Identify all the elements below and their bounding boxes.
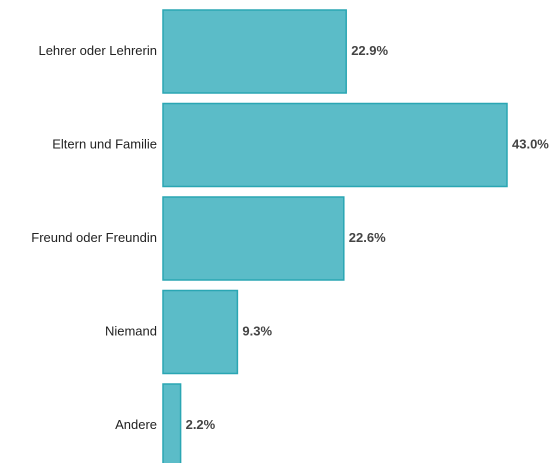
- bar: [162, 9, 347, 94]
- value-label: 22.6%: [349, 230, 386, 245]
- bar: [162, 383, 182, 463]
- category-label: Andere: [115, 417, 157, 432]
- category-label: Freund oder Freundin: [31, 230, 157, 245]
- value-label: 2.2%: [186, 417, 216, 432]
- bar: [162, 289, 239, 375]
- bar: [162, 102, 508, 188]
- value-label: 9.3%: [242, 323, 272, 338]
- category-label: Niemand: [105, 323, 157, 338]
- bar: [162, 196, 345, 281]
- category-label: Lehrer oder Lehrerin: [38, 43, 157, 58]
- value-label: 43.0%: [512, 136, 549, 151]
- value-label: 22.9%: [351, 43, 388, 58]
- category-label: Eltern und Familie: [52, 136, 157, 151]
